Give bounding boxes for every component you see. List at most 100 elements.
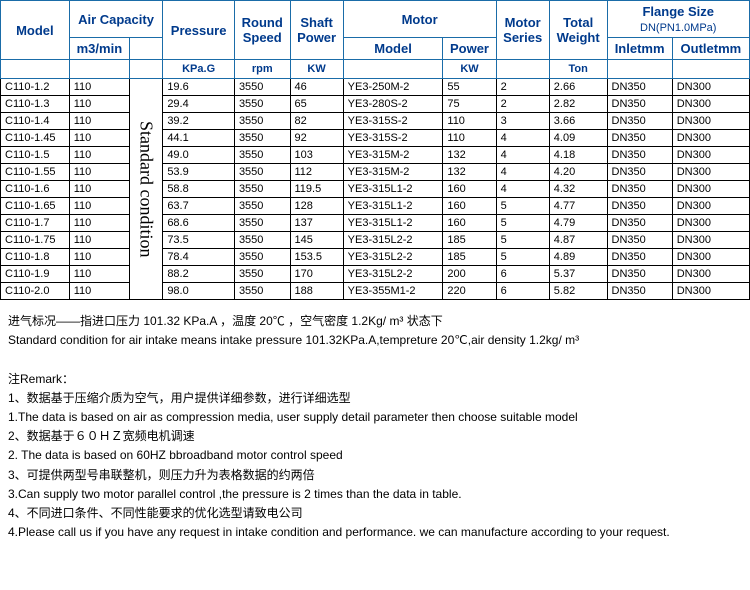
cell-shaft: 137 xyxy=(290,215,343,232)
cell-speed: 3550 xyxy=(234,232,290,249)
cell-model: C110-1.45 xyxy=(1,130,70,147)
remark-3-cn: 3、可提供两型号串联整机，则压力升为表格数据的约两倍 xyxy=(8,466,742,485)
cell-mser: 2 xyxy=(496,79,549,96)
cell-inlet: DN350 xyxy=(607,249,672,266)
cell-weight: 5.82 xyxy=(549,283,607,300)
cell-mmodel: YE3-315L1-2 xyxy=(343,198,443,215)
h-blank xyxy=(130,38,163,60)
cell-press: 44.1 xyxy=(163,130,235,147)
table-row: C110-1.711068.63550137YE3-315L1-216054.7… xyxy=(1,215,750,232)
cell-mpow: 132 xyxy=(443,147,496,164)
cell-press: 88.2 xyxy=(163,266,235,283)
cell-inlet: DN350 xyxy=(607,198,672,215)
cell-mpow: 110 xyxy=(443,113,496,130)
cell-shaft: 188 xyxy=(290,283,343,300)
cell-air: 110 xyxy=(69,96,129,113)
h-weight: Total Weight xyxy=(549,1,607,60)
cell-outlet: DN300 xyxy=(672,96,749,113)
cell-shaft: 103 xyxy=(290,147,343,164)
cell-inlet: DN350 xyxy=(607,147,672,164)
cell-outlet: DN300 xyxy=(672,198,749,215)
table-row: C110-1.5511053.93550112YE3-315M-213244.2… xyxy=(1,164,750,181)
spec-table: Model Air Capacity Pressure Round Speed … xyxy=(0,0,750,300)
cell-mpow: 160 xyxy=(443,215,496,232)
cell-mmodel: YE3-315L2-2 xyxy=(343,232,443,249)
cell-shaft: 170 xyxy=(290,266,343,283)
cell-shaft: 128 xyxy=(290,198,343,215)
cell-mmodel: YE3-280S-2 xyxy=(343,96,443,113)
table-row: C110-1.2110Standard condition19.6355046Y… xyxy=(1,79,750,96)
cell-shaft: 153.5 xyxy=(290,249,343,266)
h-weight-unit: Ton xyxy=(549,60,607,79)
cell-air: 110 xyxy=(69,266,129,283)
cell-mmodel: YE3-315L1-2 xyxy=(343,215,443,232)
table-row: C110-1.7511073.53550145YE3-315L2-218554.… xyxy=(1,232,750,249)
h-motor-model: Model xyxy=(343,38,443,60)
cell-speed: 3550 xyxy=(234,164,290,181)
cell-air: 110 xyxy=(69,113,129,130)
cell-weight: 3.66 xyxy=(549,113,607,130)
cell-inlet: DN350 xyxy=(607,164,672,181)
cell-air: 110 xyxy=(69,198,129,215)
cell-mser: 4 xyxy=(496,147,549,164)
cell-speed: 3550 xyxy=(234,130,290,147)
cell-speed: 3550 xyxy=(234,283,290,300)
cell-shaft: 145 xyxy=(290,232,343,249)
cell-mser: 3 xyxy=(496,113,549,130)
cell-mmodel: YE3-315L2-2 xyxy=(343,249,443,266)
cell-shaft: 82 xyxy=(290,113,343,130)
h-blank-7 xyxy=(672,60,749,79)
cell-speed: 3550 xyxy=(234,113,290,130)
cell-air: 110 xyxy=(69,147,129,164)
cell-press: 39.2 xyxy=(163,113,235,130)
h-model: Model xyxy=(1,1,70,60)
table-row: C110-1.6511063.73550128YE3-315L1-216054.… xyxy=(1,198,750,215)
cell-model: C110-1.7 xyxy=(1,215,70,232)
cell-weight: 5.37 xyxy=(549,266,607,283)
table-body: C110-1.2110Standard condition19.6355046Y… xyxy=(1,79,750,300)
notes-section: 进气标况——指进口压力 101.32 KPa.A ，温度 20℃ ，空气密度 1… xyxy=(0,308,750,550)
cell-mpow: 55 xyxy=(443,79,496,96)
cell-inlet: DN350 xyxy=(607,181,672,198)
cell-inlet: DN350 xyxy=(607,130,672,147)
cell-mser: 4 xyxy=(496,181,549,198)
cell-mser: 6 xyxy=(496,283,549,300)
h-motor-power: Power xyxy=(443,38,496,60)
cell-mmodel: YE3-250M-2 xyxy=(343,79,443,96)
cell-model: C110-1.3 xyxy=(1,96,70,113)
cell-inlet: DN350 xyxy=(607,266,672,283)
remark-2-cn: 2、数据基于６０ＨＺ宽频电机调速 xyxy=(8,427,742,446)
h-blank-3 xyxy=(130,60,163,79)
table-row: C110-1.811078.43550153.5YE3-315L2-218554… xyxy=(1,249,750,266)
cell-speed: 3550 xyxy=(234,266,290,283)
cell-air: 110 xyxy=(69,164,129,181)
cell-outlet: DN300 xyxy=(672,147,749,164)
cell-outlet: DN300 xyxy=(672,283,749,300)
cell-weight: 4.09 xyxy=(549,130,607,147)
cell-air: 110 xyxy=(69,283,129,300)
h-air-unit: m3/min xyxy=(69,38,129,60)
cell-mmodel: YE3-315S-2 xyxy=(343,130,443,147)
cell-mpow: 185 xyxy=(443,249,496,266)
cell-inlet: DN350 xyxy=(607,79,672,96)
cell-mser: 5 xyxy=(496,215,549,232)
cell-model: C110-1.2 xyxy=(1,79,70,96)
h-motor-series: Motor Series xyxy=(496,1,549,60)
cell-outlet: DN300 xyxy=(672,130,749,147)
cell-weight: 4.77 xyxy=(549,198,607,215)
cell-air: 110 xyxy=(69,215,129,232)
cell-shaft: 46 xyxy=(290,79,343,96)
table-row: C110-2.011098.03550188YE3-355M1-222065.8… xyxy=(1,283,750,300)
cell-mmodel: YE3-315M-2 xyxy=(343,164,443,181)
cell-mpow: 75 xyxy=(443,96,496,113)
cell-mpow: 200 xyxy=(443,266,496,283)
table-row: C110-1.311029.4355065YE3-280S-27522.82DN… xyxy=(1,96,750,113)
h-flange: Flange SizeDN(PN1.0MPa) xyxy=(607,1,749,38)
cell-press: 58.8 xyxy=(163,181,235,198)
cell-outlet: DN300 xyxy=(672,215,749,232)
cell-press: 63.7 xyxy=(163,198,235,215)
note-line2: Standard condition for air intake means … xyxy=(8,331,742,350)
table-row: C110-1.611058.83550119.5YE3-315L1-216044… xyxy=(1,181,750,198)
cell-speed: 3550 xyxy=(234,215,290,232)
remark-title: 注Remark： xyxy=(8,370,742,389)
